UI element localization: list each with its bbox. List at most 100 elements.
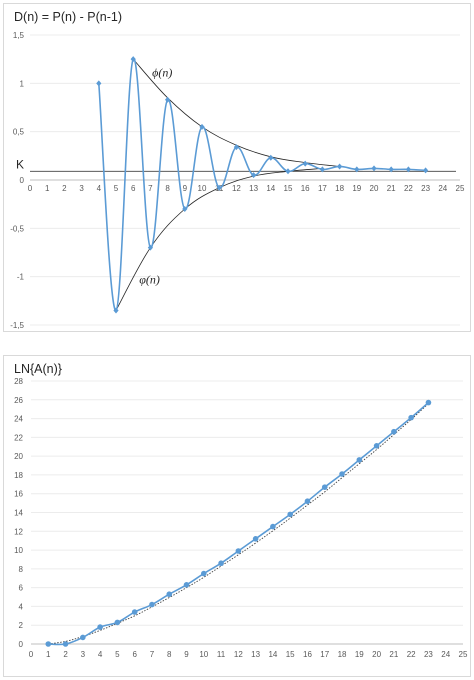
x-tick-label: 16	[301, 184, 310, 193]
data-point	[96, 80, 102, 87]
x-tick-label: 5	[114, 184, 119, 193]
y-tick-label: 6	[19, 584, 24, 593]
upper-envelope-label: ϕ(n)	[152, 66, 172, 80]
data-point	[356, 457, 363, 463]
data-point	[201, 570, 207, 577]
x-tick-label: 4	[97, 184, 102, 193]
data-point	[113, 307, 119, 314]
x-tick-label: 19	[352, 184, 361, 193]
y-tick-label: 12	[14, 527, 23, 536]
x-tick-label: 17	[320, 650, 329, 659]
x-tick-label: 8	[167, 650, 172, 659]
x-tick-label: 9	[184, 650, 189, 659]
data-point	[182, 206, 188, 212]
trendline	[48, 403, 429, 645]
y-tick-label: 8	[19, 565, 24, 574]
data-point	[287, 511, 294, 518]
y-tick-label: 22	[14, 433, 23, 442]
data-point	[373, 443, 380, 449]
k-label: K	[16, 157, 24, 171]
y-tick-label: 0	[19, 640, 24, 649]
x-tick-label: 21	[387, 184, 396, 193]
data-point	[183, 582, 190, 588]
data-point	[114, 619, 121, 626]
x-tick-label: 10	[199, 650, 208, 659]
x-tick-label: 0	[28, 184, 33, 193]
x-tick-label: 14	[268, 650, 277, 659]
x-tick-label: 3	[81, 650, 86, 659]
x-tick-label: 3	[79, 184, 84, 193]
x-tick-label: 22	[407, 650, 416, 659]
y-tick-label: 28	[14, 377, 23, 386]
x-tick-label: 2	[62, 184, 67, 193]
y-tick-label: 1,5	[13, 31, 25, 40]
data-point	[97, 624, 103, 630]
y-tick-label: 20	[14, 452, 23, 461]
x-tick-label: 11	[217, 650, 226, 659]
data-point	[45, 641, 52, 647]
chart-panel-lna: LN{A(n)} 0 2 4 6 8 10 12 14 16 18 20 22 24 26 28 0 1 2 3 4 5…	[3, 355, 471, 677]
y-tick-label: -0,5	[10, 224, 24, 233]
chart-title: LN{A(n)}	[14, 362, 62, 376]
data-point	[391, 428, 397, 435]
x-tick-label: 15	[284, 184, 293, 193]
x-tick-label: 7	[148, 184, 153, 193]
y-tick-label: 10	[14, 546, 23, 555]
data-point	[405, 166, 411, 173]
x-tick-label: 20	[372, 650, 381, 659]
data-point	[425, 399, 432, 406]
x-tick-label: 19	[355, 650, 364, 659]
data-point	[165, 96, 171, 103]
data-point	[319, 166, 325, 173]
x-tick-label: 8	[165, 184, 170, 193]
x-tick-label: 22	[404, 184, 413, 193]
data-point	[321, 484, 328, 490]
x-tick-label: 24	[438, 184, 447, 193]
x-tick-label: 13	[249, 184, 258, 193]
x-tick-label: 10	[198, 184, 207, 193]
x-tick-label: 25	[459, 650, 468, 659]
x-tick-label: 5	[115, 650, 120, 659]
x-tick-label: 14	[266, 184, 275, 193]
data-point	[166, 591, 173, 598]
x-tick-label: 6	[131, 184, 136, 193]
data-point	[252, 536, 259, 542]
x-tick-label: 4	[98, 650, 103, 659]
data-point	[268, 154, 274, 161]
data-point	[149, 601, 155, 608]
x-tick-label: 21	[389, 650, 398, 659]
y-tick-label: 2	[19, 621, 24, 630]
x-tick-label: 15	[286, 650, 295, 659]
x-tick-label: 25	[456, 184, 465, 193]
data-point	[339, 471, 345, 477]
lower-envelope-label: φ(n)	[139, 272, 160, 286]
data-point	[423, 167, 429, 174]
data-point	[304, 498, 311, 505]
y-tick-label: 4	[19, 602, 24, 611]
x-tick-label: 12	[232, 184, 241, 193]
x-tick-label: 24	[441, 650, 450, 659]
data-point	[388, 166, 394, 173]
x-tick-label: 20	[370, 184, 379, 193]
data-point	[216, 184, 222, 191]
x-tick-label: 17	[318, 184, 327, 193]
x-tick-label: 9	[183, 184, 188, 193]
x-tick-label: 18	[338, 650, 347, 659]
data-point	[218, 560, 224, 567]
x-tick-label: 23	[424, 650, 433, 659]
chart-dn-plot: -1,5-1-0,500,511,50123456789101112131415…	[10, 31, 465, 330]
data-point	[130, 56, 136, 63]
data-point	[354, 166, 360, 173]
x-tick-label: 0	[29, 650, 34, 659]
data-point	[285, 168, 291, 175]
data-point	[371, 165, 377, 172]
y-tick-label: -1,5	[10, 321, 24, 330]
data-point	[302, 160, 308, 167]
x-tick-label: 16	[303, 650, 312, 659]
data-point	[131, 609, 138, 615]
y-tick-label: 18	[14, 471, 23, 480]
data-point	[235, 548, 242, 554]
x-tick-label: 1	[46, 650, 51, 659]
data-point	[337, 163, 343, 170]
